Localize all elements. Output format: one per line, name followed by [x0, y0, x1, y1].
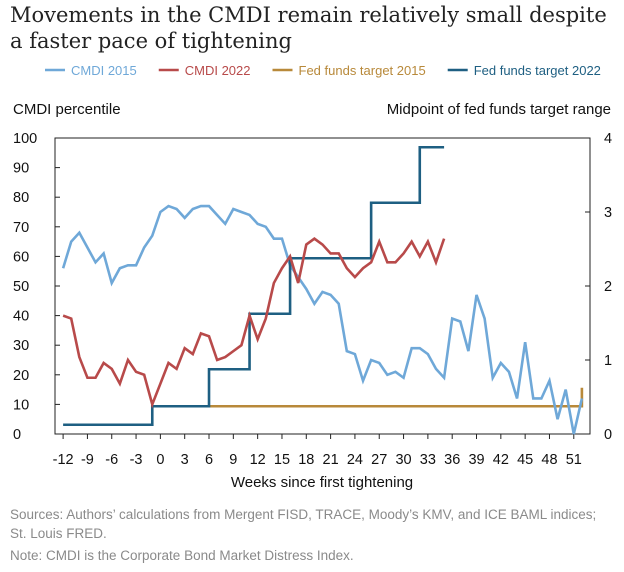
- left-tick-label: 70: [13, 220, 29, 236]
- x-tick-label: 39: [468, 452, 484, 468]
- x-tick-label: 21: [323, 452, 339, 468]
- legend-label-1: CMDI 2022: [185, 63, 251, 78]
- right-tick-label: 1: [604, 353, 612, 369]
- x-tick-label: -12: [53, 452, 74, 468]
- right-tick-label: 3: [604, 205, 612, 221]
- x-axis-title: Weeks since first tightening: [231, 474, 413, 491]
- x-tick-label: 33: [420, 452, 436, 468]
- left-tick-label: 100: [13, 131, 37, 147]
- x-tick-label: 18: [298, 452, 314, 468]
- x-tick-label: 0: [156, 452, 164, 468]
- x-tick-label: -9: [81, 452, 94, 468]
- left-tick-label: 20: [13, 368, 29, 384]
- axis-ticks: -12 -9 -6 -3 0 3 6 9 12 15 18 21 24 27 30 33 36 39 42 45 48 5…: [13, 131, 612, 468]
- footer-note: Note: CMDI is the Corporate Bond Market …: [10, 548, 354, 563]
- series-line-0: [61, 204, 584, 435]
- right-tick-label: 0: [604, 427, 612, 443]
- legend-label-2: Fed funds target 2015: [299, 63, 426, 78]
- left-tick-label: 60: [13, 249, 29, 265]
- left-tick-label: 0: [13, 427, 21, 443]
- legend: CMDI 2015 CMDI 2022 Fed funds target 2015 F…: [45, 63, 601, 78]
- left-tick-label: 50: [13, 279, 29, 295]
- right-tick-label: 4: [604, 131, 612, 147]
- right-axis-title: Midpoint of fed funds target range: [387, 101, 611, 118]
- x-tick-label: 27: [371, 452, 387, 468]
- x-tick-label: 42: [493, 452, 509, 468]
- x-tick-label: 24: [347, 452, 363, 468]
- x-tick-label: -6: [105, 452, 118, 468]
- series-line-2: [160, 387, 584, 408]
- x-tick-label: 36: [444, 452, 460, 468]
- legend-label-3: Fed funds target 2022: [474, 63, 601, 78]
- x-tick-label: 9: [229, 452, 237, 468]
- chart-title: Movements in the CMDI remain relatively …: [10, 3, 607, 53]
- footer-sources: Sources: Authors’ calculations from Merg…: [10, 507, 597, 541]
- x-tick-label: 45: [517, 452, 533, 468]
- x-tick-label: 12: [250, 452, 266, 468]
- x-tick-label: 48: [541, 452, 557, 468]
- series-line-1: [62, 237, 446, 409]
- legend-label-0: CMDI 2015: [71, 63, 137, 78]
- left-tick-label: 90: [13, 161, 29, 177]
- x-tick-label: 30: [395, 452, 411, 468]
- x-tick-label: 6: [205, 452, 213, 468]
- left-tick-label: 10: [13, 397, 29, 413]
- x-tick-label: 3: [181, 452, 189, 468]
- right-tick-label: 2: [604, 279, 612, 295]
- left-tick-label: 30: [13, 338, 29, 354]
- series-line-3: [63, 145, 445, 427]
- x-tick-label: 51: [566, 452, 582, 468]
- left-tick-label: 40: [13, 309, 29, 325]
- x-tick-label: -3: [130, 452, 143, 468]
- series-lines: [61, 145, 584, 435]
- left-axis-title: CMDI percentile: [13, 101, 121, 118]
- plot-frame: [54, 137, 591, 435]
- left-tick-label: 80: [13, 190, 29, 206]
- x-tick-label: 15: [274, 452, 290, 468]
